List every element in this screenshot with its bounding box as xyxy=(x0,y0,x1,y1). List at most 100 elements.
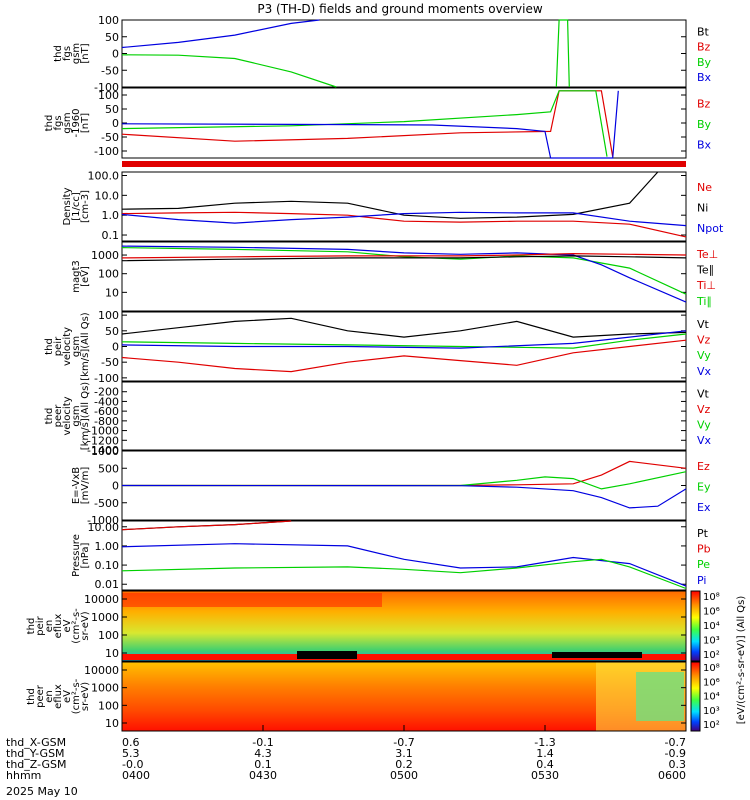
x-row-value: 0.2 xyxy=(395,758,413,771)
legend-Vz: Vz xyxy=(697,403,711,416)
colorbar-p9: 10⁸ 10⁶ 10⁴ 10³ 10² xyxy=(690,590,720,662)
panel-frame xyxy=(121,590,687,662)
y-tick-label: 100 xyxy=(98,14,119,27)
y-tick-label: -50 xyxy=(101,64,119,77)
y-tick-label: 1.0 xyxy=(102,209,120,222)
x-row-value: -0.1 xyxy=(252,736,273,749)
spectrogram-band xyxy=(122,593,382,607)
panel-p7: 1000 500 0 -500 -1000 E=-VxB[mV/m] Ez Ey Ex xyxy=(71,445,711,527)
panel-frame xyxy=(121,520,687,591)
colorbar-label: [eV/(cm²-s-sr-eV)] (All Qs) xyxy=(736,596,747,725)
x-row-value: 0430 xyxy=(249,769,277,782)
y-tick-label: -1000 xyxy=(87,425,119,438)
y-tick-label: -1000 xyxy=(87,514,119,527)
y-tick-label: 500 xyxy=(98,462,119,475)
y-tick-label: 100 xyxy=(98,89,119,102)
spectrogram-tail xyxy=(636,672,684,721)
y-tick-label: 0.10 xyxy=(95,559,120,572)
y-tick-label: -400 xyxy=(94,395,119,408)
panel-frame xyxy=(121,171,687,242)
y-tick-label: 1.00 xyxy=(95,540,120,553)
y-axis-label: gsm xyxy=(71,43,82,64)
y-axis-label: gsm xyxy=(71,336,82,357)
y-axis-label: sr-eV) xyxy=(80,611,91,640)
colorbar-tick-label: 10⁶ xyxy=(703,677,720,688)
legend-By: By xyxy=(697,56,712,69)
y-axis-label: [km/s](All Qs) xyxy=(80,382,91,450)
y-axis-label: (cm²-s- xyxy=(71,608,82,644)
y-axis-label: Density xyxy=(62,187,73,225)
spectrogram-gap xyxy=(297,651,357,659)
y-tick-label: 1000 xyxy=(91,249,119,262)
y-tick-label: 100 xyxy=(98,699,119,712)
legend-Vx: Vx xyxy=(697,434,712,447)
legend-Te∥: Te∥ xyxy=(696,263,714,276)
date-label: 2025 May 10 xyxy=(6,785,78,798)
y-axis-label: [1/cc] xyxy=(71,192,82,221)
x-row-value: -0.0 xyxy=(122,758,143,771)
legend-Vy: Vy xyxy=(697,349,711,362)
x-row-value: 0.1 xyxy=(254,758,272,771)
y-tick-label: 0.1 xyxy=(102,229,120,242)
series-Ey xyxy=(122,471,687,490)
spectrogram-floor xyxy=(122,654,686,660)
series-Te∥ xyxy=(121,255,687,262)
y-tick-label: 0 xyxy=(112,117,119,130)
y-axis-label: gsm xyxy=(62,112,73,133)
y-tick-label: 1000 xyxy=(91,611,119,624)
y-axis-label: fgs xyxy=(53,115,64,130)
panel-p6: -200-400-600-800-1000-1200-1400 thdpeerve… xyxy=(44,381,712,457)
x-row-value: 0.3 xyxy=(669,758,687,771)
y-tick-label: 10.0 xyxy=(95,189,120,202)
y-tick-label: 1000 xyxy=(91,445,119,458)
y-axis-label: -1960 xyxy=(71,108,82,137)
series-By xyxy=(121,54,337,88)
y-axis-label: thd xyxy=(44,408,55,425)
y-axis-label: [nPa] xyxy=(80,542,91,568)
y-axis-label: velocity xyxy=(62,396,73,435)
colorbar-tick-label: 10² xyxy=(703,720,720,731)
series-Ti⊥ xyxy=(121,245,687,303)
series-Bx xyxy=(121,19,320,49)
y-tick-label: 100 xyxy=(98,268,119,281)
legend-Ti∥: Ti∥ xyxy=(696,295,712,308)
panel-frame xyxy=(121,241,687,312)
x-row-value: 0.4 xyxy=(536,758,554,771)
spectrogram-p10 xyxy=(122,662,686,731)
colorbar-strip xyxy=(690,590,701,662)
y-axis-label: E=-VxB xyxy=(71,467,82,504)
y-tick-label: 100 xyxy=(98,629,119,642)
series-Vz xyxy=(121,339,687,373)
panel-p4: 1000 100 10 magt3[eV] Te⊥ Te∥ Ti⊥ Ti∥ xyxy=(71,241,718,312)
legend-Ti⊥: Ti⊥ xyxy=(696,279,716,292)
legend-Vx: Vx xyxy=(697,365,712,378)
colorbar-p10: 10⁸ 10⁶ 10⁴ 10³ 10² xyxy=(690,661,720,732)
legend-Npot: Npot xyxy=(697,222,724,235)
legend-Pi: Pi xyxy=(697,574,706,587)
legend-Ey: Ey xyxy=(697,481,711,494)
y-axis-label: velocity xyxy=(62,327,73,366)
series-Ex xyxy=(121,484,687,509)
y-tick-label: -200 xyxy=(94,386,119,399)
y-axis-label: sr-eV) xyxy=(80,682,91,711)
y-axis-label: thd xyxy=(44,115,55,132)
colorbar-tick-label: 10⁴ xyxy=(703,621,720,632)
y-tick-label: 10 xyxy=(105,286,119,299)
y-tick-label: 1000 xyxy=(91,682,119,695)
x-row-value: 5.3 xyxy=(122,747,140,760)
y-tick-label: 50 xyxy=(105,31,119,44)
series-Pe xyxy=(121,558,687,590)
y-tick-label: 100 xyxy=(98,309,119,322)
y-axis-label: peer xyxy=(35,684,46,708)
y-tick-label: 10000 xyxy=(84,593,119,606)
x-row-value: 0.6 xyxy=(122,736,140,749)
y-tick-label: 50 xyxy=(105,103,119,116)
series-Ti∥ xyxy=(121,247,687,295)
y-axis-label: thd xyxy=(44,338,55,355)
series-Pi xyxy=(121,543,687,587)
y-tick-label: -1200 xyxy=(87,434,119,447)
legend-Ez: Ez xyxy=(697,460,710,473)
legend-Pb: Pb xyxy=(697,542,711,555)
